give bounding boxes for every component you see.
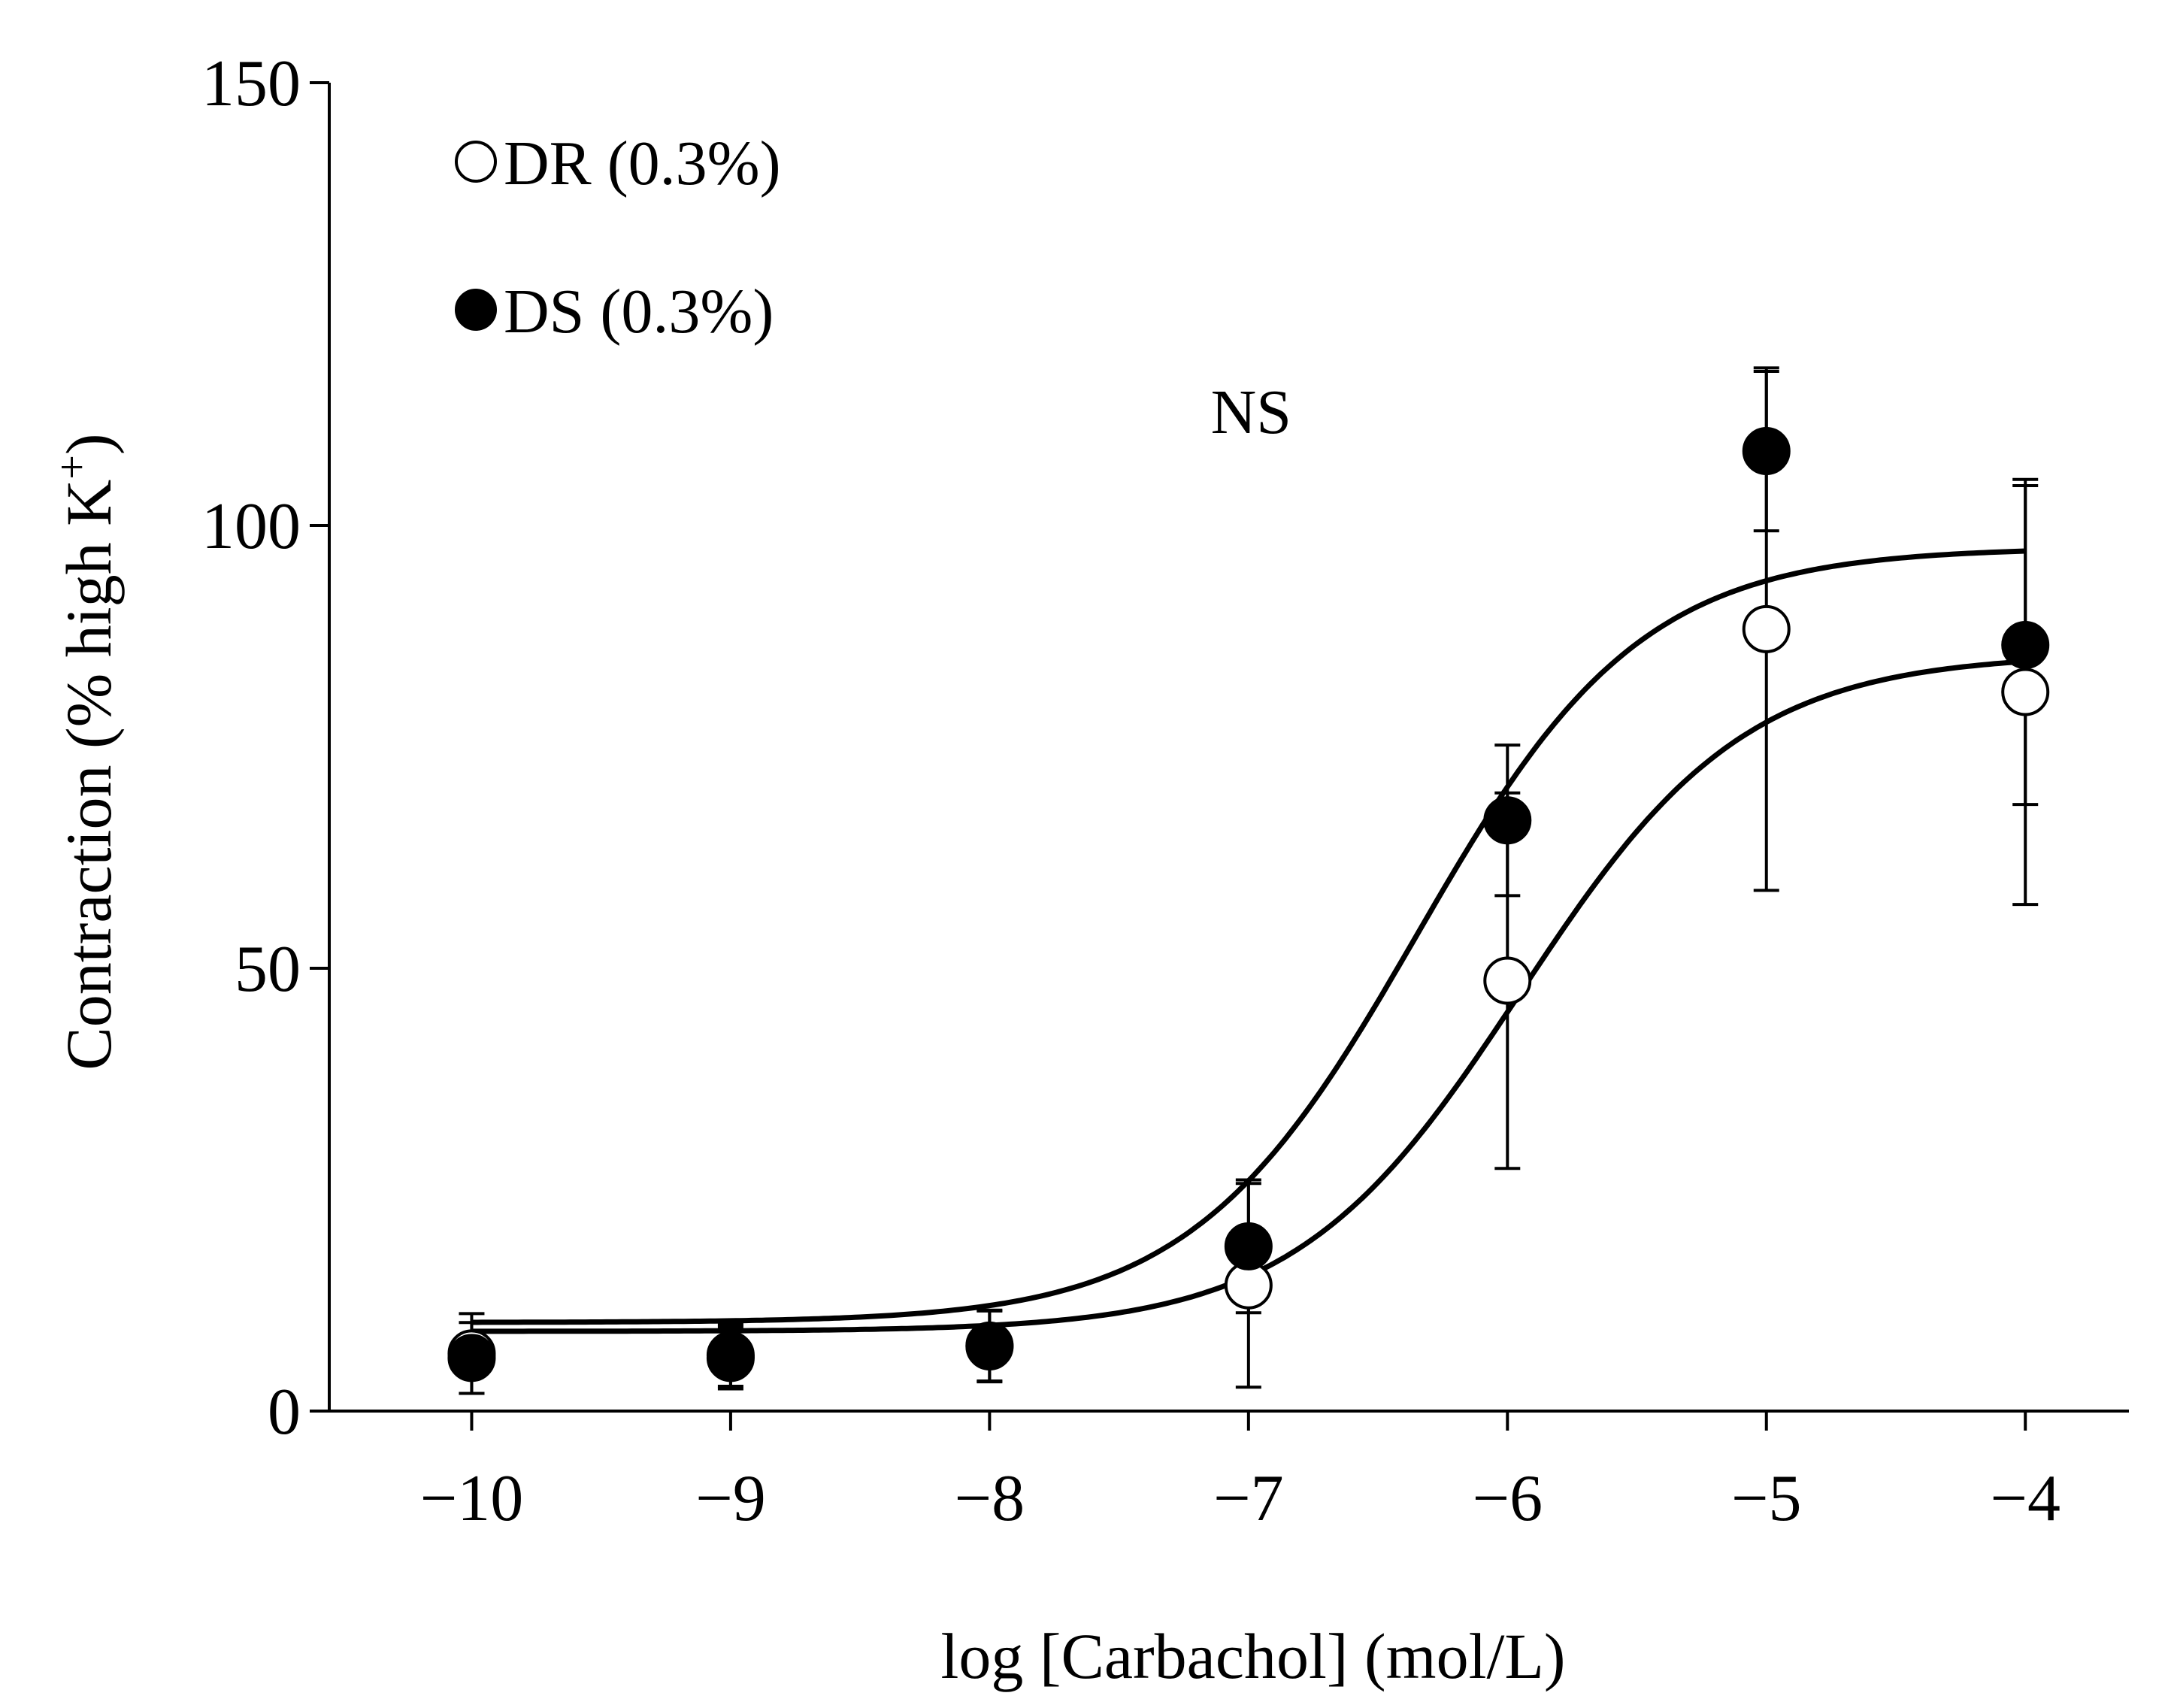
data-point-dr [2001, 668, 2050, 716]
x-tick-label: −6 [1472, 1462, 1543, 1535]
legend-marker-dr [455, 141, 497, 183]
data-point-ds [1483, 796, 1532, 845]
axes: 0 50 100 150 −10 −9 −8 −7 −6 −5 −4 [201, 47, 2129, 1535]
x-tick-label: −5 [1731, 1462, 1802, 1535]
data-point-ds [2001, 621, 2050, 670]
data-point-ds [965, 1321, 1014, 1370]
y-tick-label: 150 [201, 47, 301, 120]
legend-label-dr: DR (0.3%) [504, 129, 781, 198]
data-points [447, 427, 2050, 1382]
y-axis-title-sup: + [47, 455, 96, 480]
data-point-ds [447, 1334, 496, 1382]
x-axis-title: log [Carbachol] (mol/L) [940, 1620, 1565, 1692]
data-point-dr [1742, 604, 1791, 653]
data-point-ds [1742, 427, 1791, 476]
x-tick-label: −8 [955, 1462, 1025, 1535]
x-tick-label: −4 [1990, 1462, 2060, 1535]
y-tick-label: 100 [201, 490, 301, 563]
x-tick-label: −9 [695, 1462, 766, 1535]
legend-label-ds: DS (0.3%) [504, 277, 774, 347]
data-point-ds [706, 1334, 755, 1382]
legend-marker-ds [455, 289, 497, 331]
y-tick-label: 50 [235, 933, 301, 1006]
y-axis-title-main: Contraction (% high K [53, 480, 125, 1071]
y-axis-title: Contraction (% high K+) [47, 433, 125, 1070]
legend: DR (0.3%) DS (0.3%) [455, 129, 781, 347]
annotation-ns: NS [1211, 377, 1291, 447]
data-point-dr [1483, 956, 1532, 1005]
x-tick-label: −10 [420, 1462, 524, 1535]
y-axis-title-close: ) [53, 433, 125, 455]
y-tick-label: 0 [268, 1376, 301, 1449]
x-tick-label: −7 [1213, 1462, 1284, 1535]
data-point-ds [1224, 1222, 1273, 1270]
